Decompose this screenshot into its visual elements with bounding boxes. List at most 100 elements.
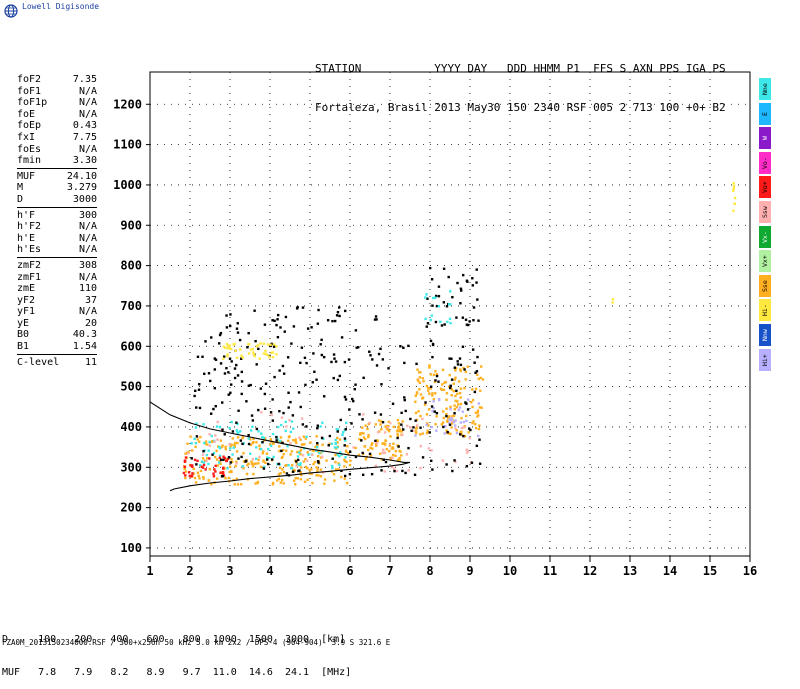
echo-point	[442, 416, 446, 420]
echo-point	[435, 411, 439, 415]
echo-point	[467, 431, 470, 434]
echo-point	[223, 433, 226, 436]
echo-point	[396, 432, 399, 436]
echo-point	[213, 387, 217, 390]
echo-point	[471, 348, 475, 351]
echo-point	[292, 479, 296, 482]
echo-point	[383, 442, 386, 445]
echo-point	[253, 354, 256, 358]
y-tick-label: 900	[120, 218, 142, 232]
param-value: N/A	[78, 306, 97, 318]
echo-point	[220, 475, 224, 478]
param-name: C-level	[17, 356, 60, 368]
echo-point	[414, 394, 417, 398]
param-value: 0.43	[72, 120, 97, 132]
echo-point	[233, 443, 236, 447]
y-tick-label: 1200	[113, 97, 142, 111]
echo-point	[455, 389, 458, 392]
echo-point	[294, 438, 297, 441]
echo-point	[236, 483, 240, 486]
echo-point	[331, 466, 334, 470]
echo-point	[280, 449, 283, 453]
echo-point	[344, 449, 348, 452]
echo-point	[451, 422, 454, 425]
echo-point	[733, 196, 737, 200]
echo-point	[240, 370, 244, 374]
echo-point	[448, 357, 451, 360]
echo-point	[291, 414, 295, 417]
param-row: M 3.279	[17, 182, 97, 194]
echo-point	[304, 437, 307, 440]
echo-point	[258, 357, 261, 360]
echo-point	[437, 397, 441, 401]
echo-point	[230, 383, 233, 386]
echo-point	[462, 273, 465, 277]
x-tick-label: 2	[186, 564, 193, 578]
echo-point	[299, 463, 302, 467]
echo-point	[214, 434, 217, 437]
echo-point	[307, 453, 310, 456]
echo-point	[254, 462, 258, 465]
echo-point	[309, 441, 312, 444]
echo-point	[445, 305, 449, 308]
echo-point	[462, 420, 466, 424]
param-row: foF1p N/A	[17, 97, 97, 109]
echo-point	[357, 346, 360, 349]
echo-point	[319, 451, 323, 455]
legend-label: Sse	[761, 279, 769, 292]
echo-point	[287, 435, 291, 439]
echo-point	[297, 391, 301, 394]
echo-point	[227, 476, 231, 480]
param-name: M	[17, 182, 24, 194]
echo-point	[315, 378, 318, 381]
echo-point	[270, 413, 274, 417]
echo-point	[195, 406, 198, 409]
echo-point	[322, 355, 326, 359]
echo-point	[432, 373, 436, 377]
echo-point	[419, 444, 422, 448]
echo-point	[465, 448, 468, 451]
echo-point	[418, 388, 421, 391]
echo-point	[456, 400, 459, 403]
echo-point	[310, 326, 313, 329]
echo-point	[452, 382, 455, 385]
echo-point	[231, 430, 235, 433]
echo-point	[402, 346, 405, 350]
echo-point	[353, 387, 356, 391]
echo-point	[202, 463, 206, 467]
echo-point	[284, 429, 287, 433]
echo-point	[354, 446, 357, 450]
echo-point	[432, 296, 435, 300]
echo-point	[433, 410, 436, 413]
echo-point	[364, 458, 368, 461]
echo-point	[204, 340, 207, 343]
echo-point	[315, 449, 318, 452]
echo-point	[213, 368, 217, 371]
echo-point	[272, 343, 276, 346]
legend-label: Ssw	[761, 206, 769, 218]
echo-point	[275, 323, 278, 327]
echo-point	[471, 405, 474, 409]
echo-point	[269, 411, 273, 414]
profile-curve	[149, 401, 411, 492]
echo-point	[471, 421, 474, 425]
echo-point	[361, 473, 365, 477]
echo-point	[348, 450, 352, 454]
param-row: B1 1.54	[17, 341, 97, 353]
echo-point	[461, 316, 465, 319]
echo-point	[218, 333, 222, 337]
echo-point	[197, 474, 200, 478]
echo-point	[294, 476, 297, 480]
echo-point	[315, 474, 318, 477]
echo-point	[255, 427, 259, 431]
echo-point	[396, 458, 400, 462]
echo-point	[448, 317, 452, 321]
echo-point	[350, 422, 353, 425]
x-tick-label: 4	[266, 564, 273, 578]
param-name: B0	[17, 329, 30, 341]
echo-point	[401, 469, 404, 473]
echo-point	[192, 467, 195, 471]
echo-point	[334, 360, 338, 363]
echo-point	[205, 443, 209, 446]
param-row: h'F2 N/A	[17, 221, 97, 233]
